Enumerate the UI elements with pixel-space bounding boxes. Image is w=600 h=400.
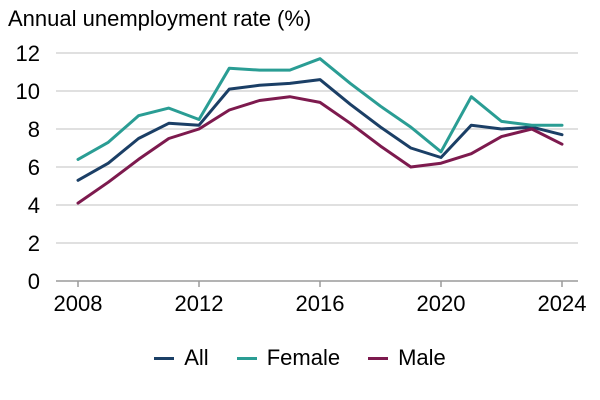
series-line-male: [76, 95, 564, 205]
chart-title: Annual unemployment rate (%): [8, 6, 312, 31]
x-tick-label: 2008: [54, 291, 103, 316]
x-tick-label: 2024: [538, 291, 587, 316]
legend-item-female: Female: [236, 345, 341, 371]
y-tick-label: 2: [28, 231, 40, 256]
legend-item-male: Male: [368, 345, 446, 371]
legend-item-all: All: [154, 345, 209, 371]
chart-legend: All Female Male: [0, 345, 600, 371]
legend-label: All: [184, 345, 209, 370]
y-tick-label: 10: [16, 79, 40, 104]
y-tick-label: 6: [28, 155, 40, 180]
y-tick-label: 8: [28, 117, 40, 142]
legend-swatch: [368, 356, 389, 360]
x-tick-label: 2020: [417, 291, 466, 316]
series-layer: [76, 57, 564, 205]
y-tick-label: 12: [16, 41, 40, 66]
axis-layer: 0 2 4 6 8 10 12 2008 2012 2016 2020 2024: [16, 41, 587, 316]
legend-label: Male: [398, 345, 446, 370]
y-tick-label: 0: [28, 269, 40, 294]
x-tick-label: 2012: [175, 291, 224, 316]
y-tick-label: 4: [28, 193, 40, 218]
series-line-female: [76, 57, 564, 161]
legend-label: Female: [266, 345, 341, 370]
x-tick-label: 2016: [296, 291, 345, 316]
grid-layer: [56, 52, 578, 282]
series-line-all: [76, 78, 564, 182]
legend-swatch: [154, 356, 175, 360]
legend-swatch: [236, 356, 257, 360]
